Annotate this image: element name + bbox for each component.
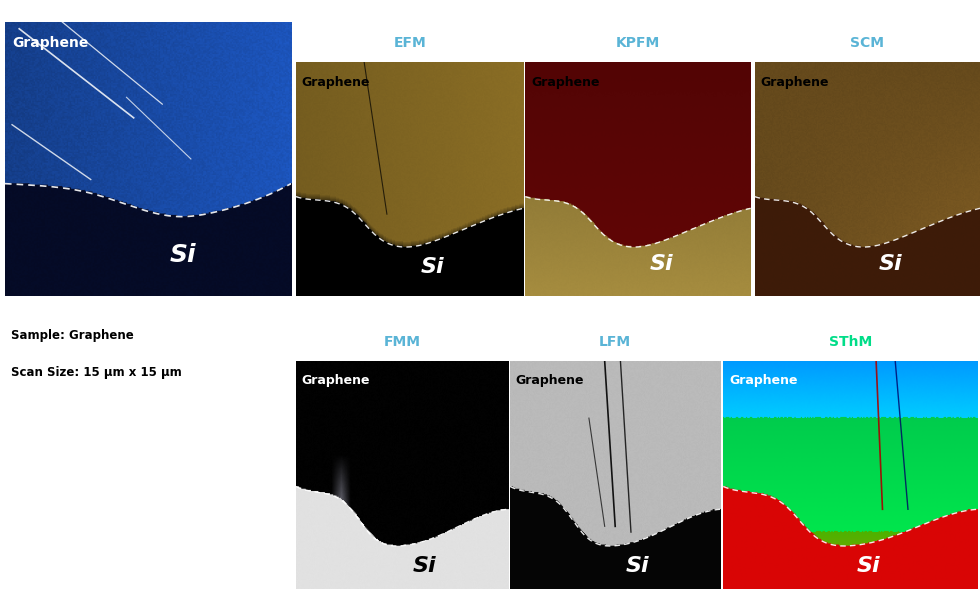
Text: Si: Si [170,243,196,267]
Text: Graphene: Graphene [760,76,829,89]
Text: FMM: FMM [383,335,420,349]
Text: SThM: SThM [829,335,872,349]
Text: LFM: LFM [599,335,631,349]
Text: Graphene: Graphene [12,36,88,50]
Text: Graphene: Graphene [515,374,584,387]
Text: Si: Si [650,255,673,274]
Text: Si: Si [625,556,650,576]
Text: Electrical Properties: Electrical Properties [550,4,724,20]
Text: Graphene: Graphene [302,76,370,89]
Text: KPFM: KPFM [615,36,661,50]
Text: Graphene: Graphene [301,374,369,387]
Text: Scan Size: 15 μm x 15 μm: Scan Size: 15 μm x 15 μm [11,366,181,379]
Text: SCM: SCM [851,36,884,50]
Text: Sample: Graphene: Sample: Graphene [11,329,133,342]
Text: Graphene: Graphene [729,374,798,387]
Text: Si: Si [421,256,445,276]
Text: Mechanical Properties: Mechanical Properties [413,303,604,318]
Text: EFM: EFM [393,36,426,50]
Text: Si: Si [857,556,881,576]
Text: Graphene: Graphene [531,76,600,89]
Text: Si: Si [413,556,436,576]
Text: Thermal Properties: Thermal Properties [768,303,933,318]
Text: Si: Si [879,255,903,274]
Text: Topography: Topography [98,3,198,18]
